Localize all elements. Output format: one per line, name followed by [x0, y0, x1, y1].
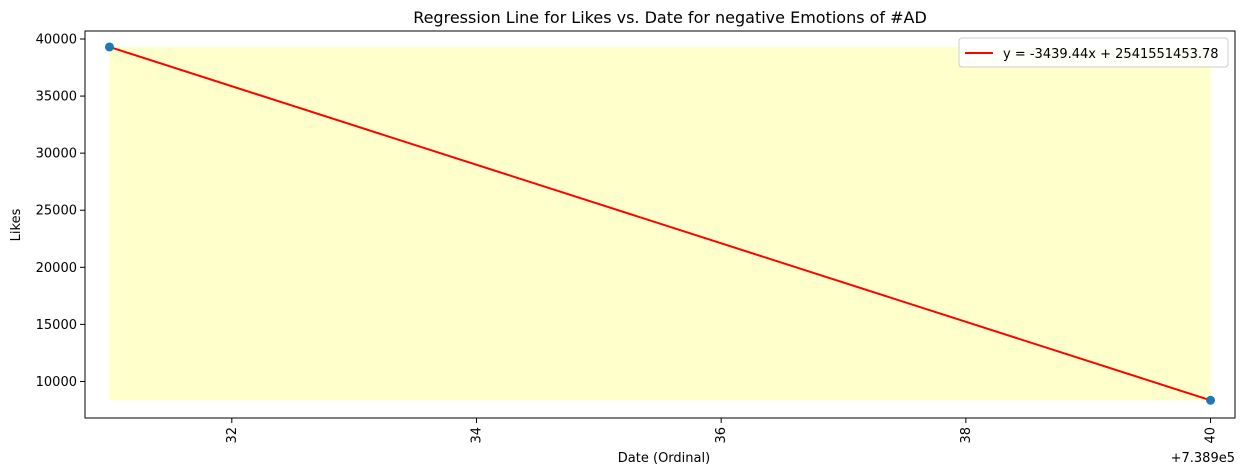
regression-line [109, 46, 1211, 402]
x-tick-label: 34 [469, 427, 484, 444]
y-axis-ticks: 10000 15000 20000 25000 30000 35000 40000 [36, 32, 85, 390]
x-axis-label: Date (Ordinal) [618, 451, 710, 466]
x-tick-label: 38 [959, 427, 974, 444]
data-point-2 [1206, 395, 1216, 405]
legend-entry-label: y = -3439.44x + 2541551453.78 [1003, 47, 1219, 62]
plot-frame [84, 30, 1236, 419]
y-tick-label: 10000 [36, 375, 77, 390]
regression-line-layer [109, 46, 1211, 402]
x-axis-offset-label: +7.389e5 [1171, 451, 1235, 466]
legend: y = -3439.44x + 2541551453.78 [958, 37, 1229, 68]
x-tick-label: 32 [225, 427, 240, 444]
y-tick-label: 15000 [36, 318, 77, 333]
chart-title: Regression Line for Likes vs. Date for n… [413, 8, 927, 27]
legend-box [958, 37, 1229, 68]
y-axis-label: Likes [9, 208, 24, 241]
x-tick-label: 40 [1204, 427, 1219, 444]
data-points [104, 42, 1216, 405]
x-axis-ticks: 32 34 36 38 40 [225, 418, 1219, 444]
data-point-1 [104, 42, 114, 52]
y-tick-label: 40000 [36, 32, 77, 47]
y-tick-label: 30000 [36, 147, 77, 162]
y-tick-label: 20000 [36, 261, 77, 276]
y-tick-label: 25000 [36, 204, 77, 219]
x-tick-label: 36 [714, 427, 729, 444]
y-tick-label: 35000 [36, 90, 77, 105]
